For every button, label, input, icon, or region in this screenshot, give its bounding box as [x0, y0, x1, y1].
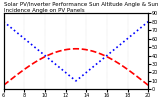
Text: Solar PV/Inverter Performance Sun Altitude Angle & Sun Incidence Angle on PV Pan: Solar PV/Inverter Performance Sun Altitu…: [4, 2, 158, 13]
